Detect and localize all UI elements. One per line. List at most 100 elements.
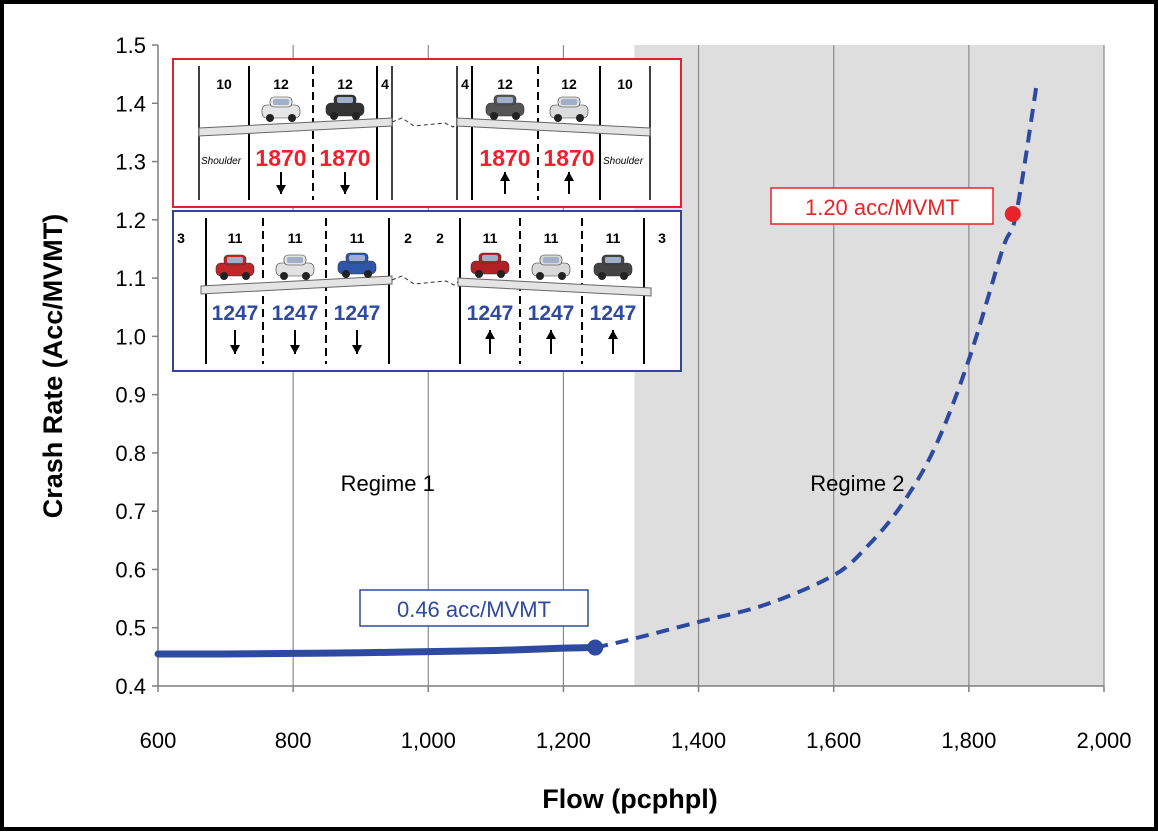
car-wheel: [364, 270, 372, 278]
arrow-head-icon: [608, 330, 618, 339]
arrow-head-icon: [230, 345, 240, 354]
car-wheel: [598, 272, 606, 280]
road-surface: [200, 275, 393, 295]
y-tick-label: 1.0: [115, 324, 146, 349]
annotation-1.20-text: 1.20 acc/MVMT: [805, 195, 959, 220]
lane-width-label: 12: [273, 76, 289, 92]
car-wheel: [330, 112, 338, 120]
y-tick-label: 1.1: [115, 266, 146, 291]
arrow-head-icon: [500, 172, 510, 181]
y-tick-label: 0.5: [115, 616, 146, 641]
lane-width-label: 12: [497, 76, 513, 92]
car-windshield: [561, 99, 577, 105]
lane-capacity-value: 1247: [528, 302, 575, 325]
car-wheel: [220, 272, 228, 280]
lane-capacity-value: 1870: [319, 145, 370, 171]
car-wheel: [280, 272, 288, 280]
car-wheel: [266, 114, 274, 122]
x-tick-labels: 600 800 1,000 1,200 1,400 1,600 1,800 2,000: [140, 686, 1132, 753]
y-tick-label: 0.4: [115, 674, 146, 699]
car-windshield: [497, 97, 513, 103]
car-windshield: [227, 257, 243, 263]
car-wheel: [242, 272, 250, 280]
road-surface: [457, 277, 652, 297]
regime-2-label: Regime 2: [810, 471, 904, 496]
lane-width-label: 12: [561, 76, 577, 92]
shoulder-label-right: Shoulder: [603, 156, 644, 167]
car-wheel: [558, 272, 566, 280]
lane-capacity-value: 1247: [467, 302, 514, 325]
lane-width-label: 11: [483, 230, 498, 246]
lane-width-label: 4: [461, 76, 469, 92]
x-tick-label: 1,800: [941, 728, 996, 753]
regime-1-label: Regime 1: [341, 471, 435, 496]
y-tick-label: 1.2: [115, 208, 146, 233]
arrow-head-icon: [290, 345, 300, 354]
y-tick-label: 1.3: [115, 150, 146, 175]
shoulder-label-left: Shoulder: [201, 156, 242, 167]
arrow-head-icon: [546, 330, 556, 339]
car-wheel: [576, 114, 584, 122]
road-surface: [198, 117, 393, 137]
regime-layer: [634, 45, 1104, 686]
lane-width-label: 3: [658, 230, 666, 246]
median-break: [391, 117, 458, 128]
y-tick-label: 1.5: [115, 33, 146, 58]
car-wheel: [490, 112, 498, 120]
lane-width-label: 12: [337, 76, 353, 92]
car-windshield: [605, 257, 621, 263]
car-wheel: [475, 270, 483, 278]
inset-three-lane-diagram: 3 11 11 11 2 2 11 11 11 3 1247 1247 1247 1247 1247 1247: [172, 210, 682, 372]
lane-width-label: 2: [436, 230, 444, 246]
annotation-0.46-box: [359, 589, 589, 627]
point-0.46: [587, 639, 604, 656]
car-wheel: [536, 272, 544, 280]
road-surface: [456, 117, 651, 137]
y-tick-label: 0.9: [115, 383, 146, 408]
x-tick-label: 1,400: [671, 728, 726, 753]
lane-width-label: 3: [177, 230, 185, 246]
car-windshield: [337, 97, 353, 103]
car-windshield: [273, 99, 289, 105]
annotation-1.20: 1.20 acc/MVMT: [770, 187, 994, 225]
lane-width-label: 10: [617, 76, 633, 92]
car-windshield: [482, 255, 498, 261]
annotation-0.46-text: 0.46 acc/MVMT: [397, 597, 551, 622]
car-windshield: [543, 257, 559, 263]
x-tick-label: 800: [275, 728, 312, 753]
lane-capacity-value: 1870: [479, 145, 530, 171]
arrow-head-icon: [485, 330, 495, 339]
lane-capacity-value: 1247: [272, 302, 319, 325]
arrow-head-icon: [564, 172, 574, 181]
car-wheel: [512, 112, 520, 120]
x-tick-label: 600: [140, 728, 177, 753]
series-layer: [154, 85, 1039, 658]
car-wheel: [620, 272, 628, 280]
annotation-0.46: 0.46 acc/MVMT: [359, 589, 589, 627]
arrow-head-icon: [352, 345, 362, 354]
point-1.20: [1004, 205, 1021, 222]
arrow-head-icon: [340, 185, 350, 194]
lane-width-label: 2: [404, 230, 412, 246]
annotation-1.20-box: [770, 187, 994, 225]
lane-capacity-value: 1870: [255, 145, 306, 171]
car-windshield: [349, 255, 365, 261]
lane-width-label: 10: [216, 76, 232, 92]
regime-2-shading: [634, 45, 1104, 686]
y-tick-label: 1.4: [115, 91, 146, 116]
lane-width-label: 11: [350, 230, 365, 246]
x-tick-label: 1,000: [401, 728, 456, 753]
x-tick-label: 1,200: [536, 728, 591, 753]
y-axis-title: Crash Rate (Acc/MVMT): [38, 214, 68, 519]
lane-width-label: 11: [544, 230, 559, 246]
car-windshield: [287, 257, 303, 263]
car-wheel: [497, 270, 505, 278]
car-wheel: [342, 270, 350, 278]
y-tick-label: 0.8: [115, 441, 146, 466]
arrow-head-icon: [276, 185, 286, 194]
lane-capacity-value: 1247: [212, 302, 259, 325]
axis-layer: [157, 45, 1104, 687]
series-dashed-line: [594, 85, 1039, 650]
y-tick-label: 0.6: [115, 557, 146, 582]
